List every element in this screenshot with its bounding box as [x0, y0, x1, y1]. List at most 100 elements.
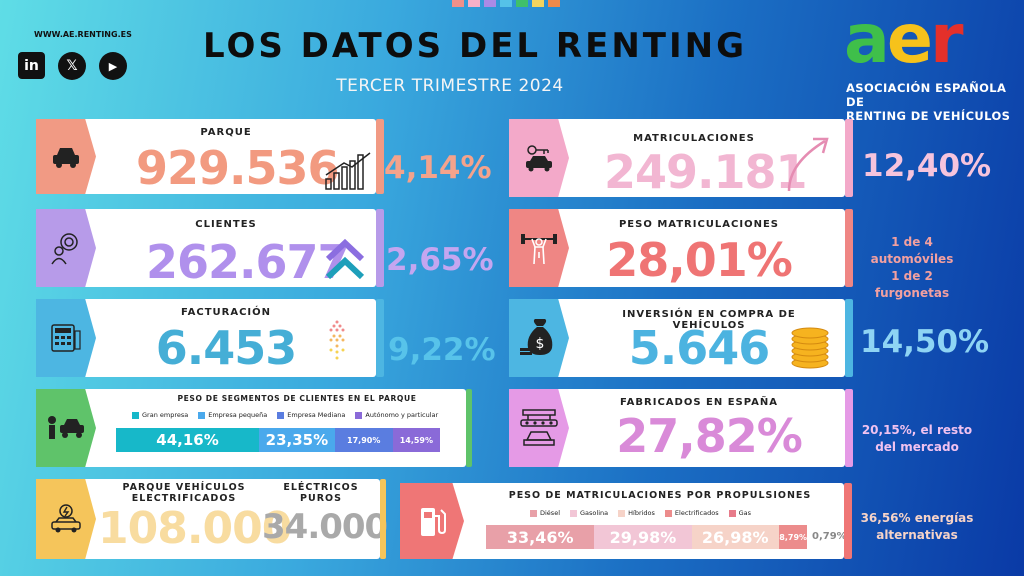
- legend-label: Gasolina: [580, 509, 609, 517]
- x-icon[interactable]: 𝕏: [58, 52, 86, 80]
- page-subtitle: TERCER TRIMESTRE 2024: [336, 76, 564, 96]
- fuel-pump-icon: [400, 483, 464, 559]
- double-chevron-up-icon: [325, 238, 365, 280]
- legend-swatch: [570, 509, 578, 517]
- peso-matriculaciones-side-bar: [845, 209, 853, 287]
- propulsiones-card: PESO DE MATRICULACIONES POR PROPULSIONES…: [400, 483, 847, 559]
- curved-arrow-icon: [787, 137, 829, 192]
- legend-swatch: [277, 411, 285, 419]
- segmentos-label: PESO DE SEGMENTOS DE CLIENTES EN EL PARQ…: [177, 394, 417, 403]
- electrificados-label-line-2: ELECTRIFICADOS: [131, 493, 237, 504]
- legend-label: Híbridos: [628, 509, 655, 517]
- electric-car-icon: [36, 479, 96, 559]
- legend-label: Electrificados: [674, 509, 719, 517]
- facturacion-change: 9,22%: [388, 332, 496, 368]
- legend-diesel: Diésel: [530, 509, 560, 517]
- legend-label: Autónomo y particular: [365, 411, 439, 419]
- clientes-change: 2,65%: [386, 242, 494, 278]
- electrificados-label-line-1: PARQUE VEHÍCULOS: [122, 482, 246, 493]
- fabricados-side-bar: [845, 389, 853, 467]
- inversion-card: $ INVERSIÓN EN COMPRA DE VEHÍCULOS 5.646: [509, 299, 845, 377]
- legend-swatch: [132, 411, 139, 419]
- car-key-icon: [509, 119, 569, 197]
- propulsiones-legend: Diésel Gasolina Híbridos Electrificados …: [530, 509, 751, 517]
- segment-autonomo: 14,59%: [392, 428, 440, 452]
- legend-empresa-mediana: Empresa Mediana: [277, 411, 345, 419]
- segmentos-bar: 44,16% 23,35% 17,90% 14,59%: [116, 428, 440, 452]
- note-furgonetas: 1 de 2 furgonetas: [874, 269, 950, 300]
- segment-hibridos: 26,98%: [691, 525, 779, 549]
- matriculaciones-side-bar: [845, 119, 853, 197]
- association-line-2: RENTING DE VEHÍCULOS: [846, 109, 1011, 123]
- facturacion-label: FACTURACIÓN: [180, 307, 272, 318]
- legend-label: Gas: [738, 509, 751, 517]
- legend-swatch: [664, 509, 672, 517]
- facturacion-card: FACTURACIÓN 6.453: [36, 299, 376, 377]
- inversion-side-bar: [845, 299, 853, 377]
- dotted-arrow-up-icon: [329, 320, 345, 360]
- legend-label: Empresa pequeña: [208, 411, 268, 419]
- electrificados-card: PARQUE VEHÍCULOS ELECTRIFICADOS 108.000 …: [36, 479, 388, 559]
- inversion-value: 5.646: [628, 321, 771, 375]
- fabricados-note-line-1: 20,15%, el resto: [861, 423, 973, 437]
- clientes-label: CLIENTES: [195, 219, 257, 230]
- propulsiones-note-line-2: alternativas: [876, 528, 958, 542]
- segment-gasolina: 29,98%: [594, 525, 692, 549]
- person-car-icon: [36, 389, 96, 467]
- peso-matriculaciones-card: PESO MATRICULACIONES 28,01%: [509, 209, 845, 287]
- legend-swatch: [618, 509, 626, 517]
- electrificados-side-bar: [380, 479, 386, 559]
- legend-gasolina: Gasolina: [570, 509, 608, 517]
- growth-bars-icon: [325, 152, 371, 190]
- inversion-change: 14,50%: [860, 324, 990, 360]
- segment-diesel: 33,46%: [486, 525, 595, 549]
- legend-swatch: [355, 411, 363, 419]
- puros-label-line-2: PUROS: [300, 493, 342, 504]
- association-name: ASOCIACIÓN ESPAÑOLA DE RENTING DE VEHÍCU…: [846, 81, 1024, 123]
- electricos-puros-value: 34.000: [262, 507, 388, 547]
- fabricados-label: FABRICADOS EN ESPAÑA: [619, 397, 778, 408]
- matriculaciones-value: 249.181: [604, 145, 808, 199]
- segment-empresa-mediana: 17,90%: [334, 428, 393, 452]
- target-person-icon: [36, 209, 96, 287]
- legend-swatch: [728, 509, 736, 517]
- segmentos-side-bar: [466, 389, 472, 467]
- peso-matriculaciones-note: 1 de 4 automóviles 1 de 2 furgonetas: [852, 234, 972, 302]
- segment-electrificados: 8,79%: [778, 525, 808, 549]
- fabricados-note-line-2: del mercado: [875, 440, 959, 454]
- fabricados-value: 27,82%: [616, 409, 803, 463]
- parque-value: 929.536: [136, 141, 340, 195]
- propulsiones-bar: 33,46% 29,98% 26,98% 8,79%: [486, 525, 810, 549]
- inversion-label: INVERSIÓN EN COMPRA DE VEHÍCULOS: [622, 309, 796, 331]
- parque-label: PARQUE: [200, 127, 252, 138]
- legend-label: Diésel: [540, 509, 561, 517]
- linkedin-icon[interactable]: in: [18, 52, 45, 79]
- parque-change: 4,14%: [384, 150, 492, 186]
- facturacion-value: 6.453: [155, 321, 298, 375]
- legend-gran-empresa: Gran empresa: [132, 411, 188, 419]
- logo-letter-e: e: [886, 0, 933, 79]
- legend-empresa-pequena: Empresa pequeña: [198, 411, 267, 419]
- note-automoviles: 1 de 4 automóviles: [870, 235, 954, 266]
- aer-logo[interactable]: aer: [844, 6, 964, 74]
- factory-car-icon: [509, 389, 569, 467]
- coin-stack-icon: [791, 327, 829, 369]
- electrificados-value: 108.000: [98, 503, 292, 554]
- matriculaciones-label: MATRICULACIONES: [633, 133, 755, 144]
- website-url[interactable]: WWW.AE.RENTING.ES: [34, 30, 132, 39]
- weightlifter-icon: [509, 209, 569, 287]
- parque-card: PARQUE 929.536: [36, 119, 376, 195]
- matriculaciones-card: MATRICULACIONES 249.181: [509, 119, 845, 199]
- clientes-value: 262.677: [146, 235, 350, 289]
- propulsiones-side-bar: [844, 483, 852, 559]
- logo-letter-a: a: [844, 0, 890, 79]
- clientes-side-bar: [376, 209, 384, 287]
- clientes-card: CLIENTES 262.677: [36, 209, 376, 289]
- legend-label: Empresa Mediana: [287, 411, 346, 419]
- youtube-icon[interactable]: ▶: [99, 52, 127, 80]
- matriculaciones-change: 12,40%: [862, 148, 992, 184]
- car-icon: [36, 119, 96, 194]
- legend-gas: Gas: [728, 509, 751, 517]
- puros-label-line-1: ELÉCTRICOS: [283, 482, 359, 493]
- money-bag-icon: $: [509, 299, 569, 377]
